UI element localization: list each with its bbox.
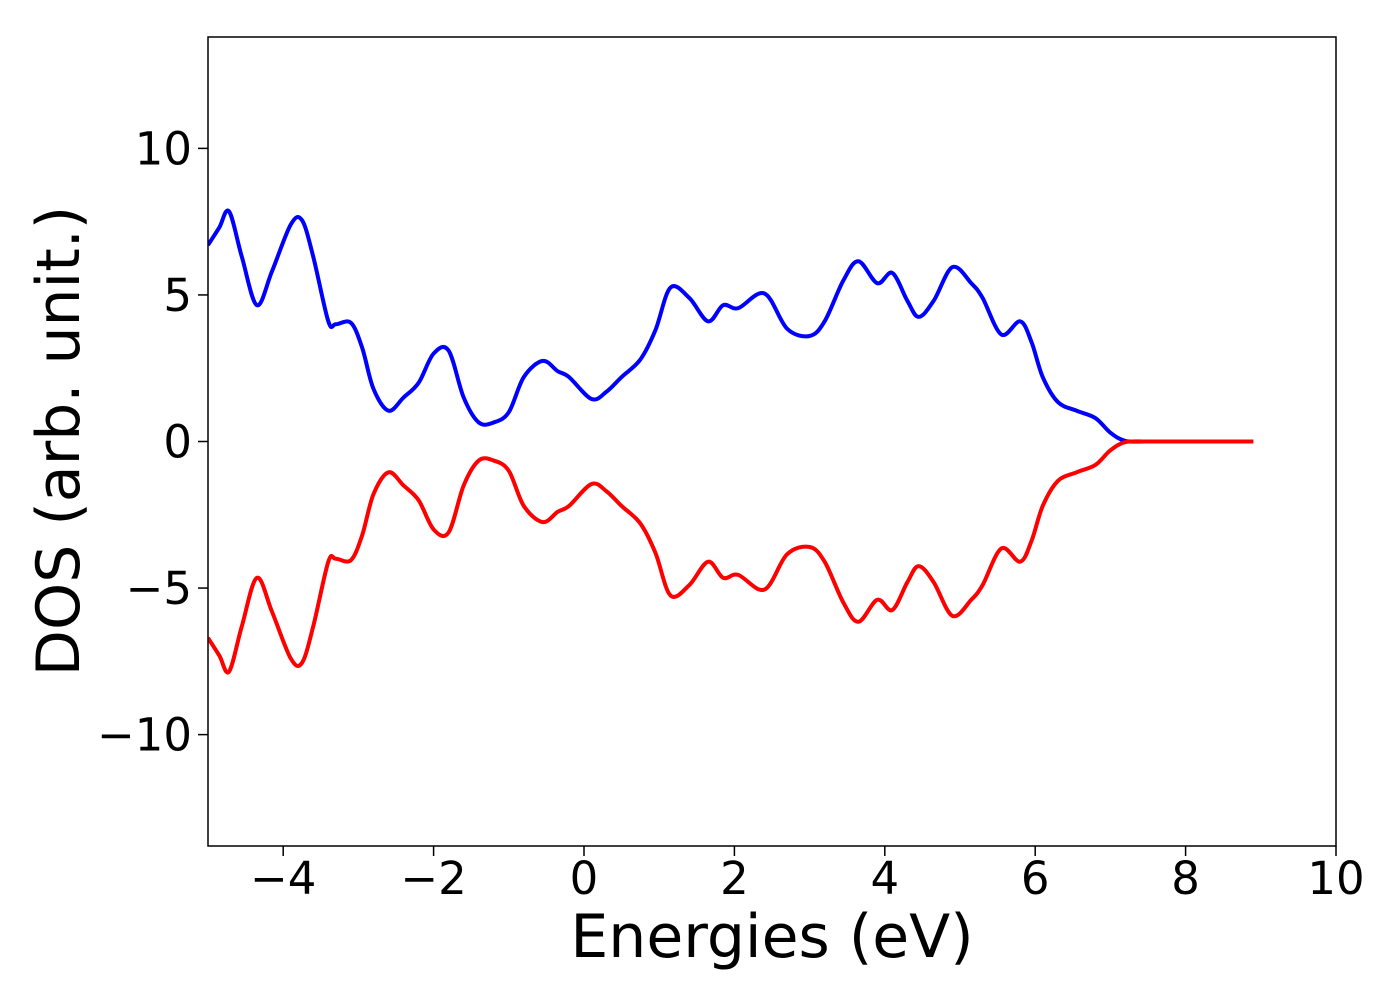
series-line-spin-down <box>208 439 1254 675</box>
y-tick-label: −10 <box>97 709 192 762</box>
y-tick-label: 5 <box>163 269 192 322</box>
x-tick-label: −2 <box>400 852 466 905</box>
x-tick-label: 6 <box>1021 852 1050 905</box>
x-tick-label: 2 <box>720 852 749 905</box>
series-line-spin-up <box>208 208 1254 444</box>
x-tick-label: 8 <box>1171 852 1200 905</box>
x-tick-label: −4 <box>250 852 316 905</box>
y-tick-label: 10 <box>135 122 192 175</box>
y-ticks: 10 5 0 −5 −10 <box>97 122 208 762</box>
y-tick-label: 0 <box>163 416 192 469</box>
x-tick-label: 4 <box>870 852 899 905</box>
series-layer <box>208 208 1254 675</box>
x-ticks: −4 −2 0 2 4 6 8 10 <box>250 846 1365 905</box>
x-tick-label: 0 <box>570 852 599 905</box>
y-axis-label: DOS (arb. unit.) <box>24 206 94 676</box>
y-tick-label: −5 <box>126 562 192 615</box>
x-axis-label: Energies (eV) <box>570 902 973 972</box>
x-tick-label: 10 <box>1307 852 1364 905</box>
